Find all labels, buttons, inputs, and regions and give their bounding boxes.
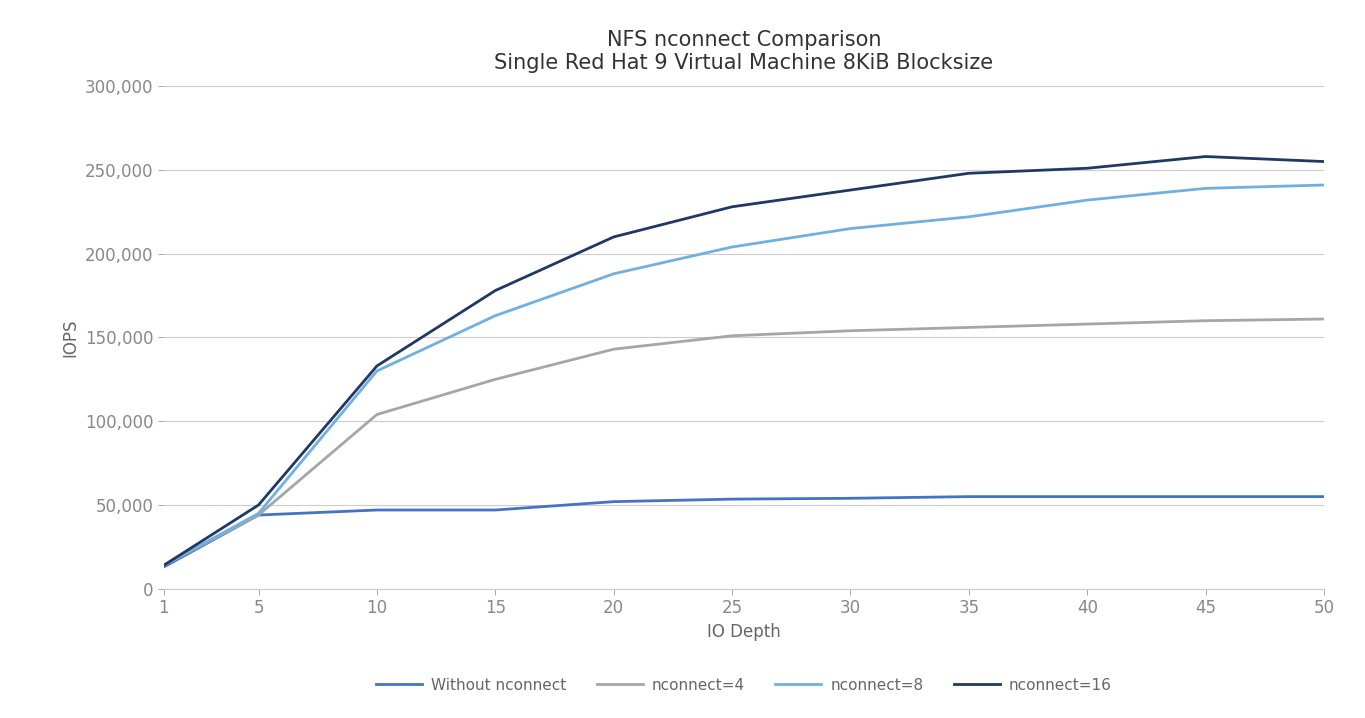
Without nconnect bbox=[1197, 493, 1213, 501]
Without nconnect bbox=[961, 493, 977, 501]
nconnect=16 bbox=[723, 202, 740, 211]
Without nconnect bbox=[1080, 493, 1096, 501]
Line: nconnect=4: nconnect=4 bbox=[164, 319, 1324, 565]
nconnect=8 bbox=[961, 213, 977, 221]
Line: nconnect=8: nconnect=8 bbox=[164, 185, 1324, 565]
nconnect=4 bbox=[156, 561, 172, 569]
nconnect=4 bbox=[1316, 314, 1332, 323]
nconnect=4 bbox=[606, 345, 622, 353]
Line: nconnect=16: nconnect=16 bbox=[164, 157, 1324, 565]
nconnect=16 bbox=[1197, 152, 1213, 161]
nconnect=4 bbox=[1080, 320, 1096, 328]
Without nconnect bbox=[487, 505, 504, 514]
nconnect=16 bbox=[369, 362, 385, 370]
Y-axis label: IOPS: IOPS bbox=[61, 318, 79, 357]
nconnect=8 bbox=[487, 312, 504, 320]
nconnect=16 bbox=[156, 561, 172, 569]
nconnect=16 bbox=[961, 169, 977, 177]
nconnect=4 bbox=[369, 410, 385, 419]
Title: NFS nconnect Comparison
Single Red Hat 9 Virtual Machine 8KiB Blocksize: NFS nconnect Comparison Single Red Hat 9… bbox=[494, 30, 994, 73]
nconnect=8 bbox=[1197, 184, 1213, 192]
Without nconnect bbox=[606, 498, 622, 506]
nconnect=4 bbox=[250, 510, 266, 519]
Without nconnect bbox=[842, 494, 859, 503]
nconnect=4 bbox=[842, 327, 859, 335]
X-axis label: IO Depth: IO Depth bbox=[707, 623, 781, 640]
nconnect=8 bbox=[606, 269, 622, 278]
nconnect=16 bbox=[487, 286, 504, 295]
Line: Without nconnect: Without nconnect bbox=[164, 497, 1324, 567]
nconnect=16 bbox=[250, 500, 266, 509]
nconnect=4 bbox=[723, 332, 740, 340]
nconnect=8 bbox=[1080, 196, 1096, 205]
nconnect=4 bbox=[1197, 317, 1213, 325]
nconnect=16 bbox=[1080, 164, 1096, 172]
nconnect=4 bbox=[961, 323, 977, 332]
nconnect=8 bbox=[369, 367, 385, 376]
Without nconnect bbox=[1316, 493, 1332, 501]
Without nconnect bbox=[369, 505, 385, 514]
nconnect=8 bbox=[842, 224, 859, 233]
nconnect=8 bbox=[250, 509, 266, 518]
nconnect=16 bbox=[1316, 157, 1332, 166]
Without nconnect bbox=[723, 495, 740, 503]
Without nconnect bbox=[156, 563, 172, 572]
nconnect=16 bbox=[842, 186, 859, 195]
nconnect=4 bbox=[487, 375, 504, 383]
nconnect=8 bbox=[1316, 181, 1332, 190]
nconnect=8 bbox=[156, 561, 172, 569]
Legend: Without nconnect, nconnect=4, nconnect=8, nconnect=16: Without nconnect, nconnect=4, nconnect=8… bbox=[370, 672, 1118, 699]
nconnect=8 bbox=[723, 243, 740, 251]
Without nconnect bbox=[250, 510, 266, 519]
nconnect=16 bbox=[606, 233, 622, 241]
